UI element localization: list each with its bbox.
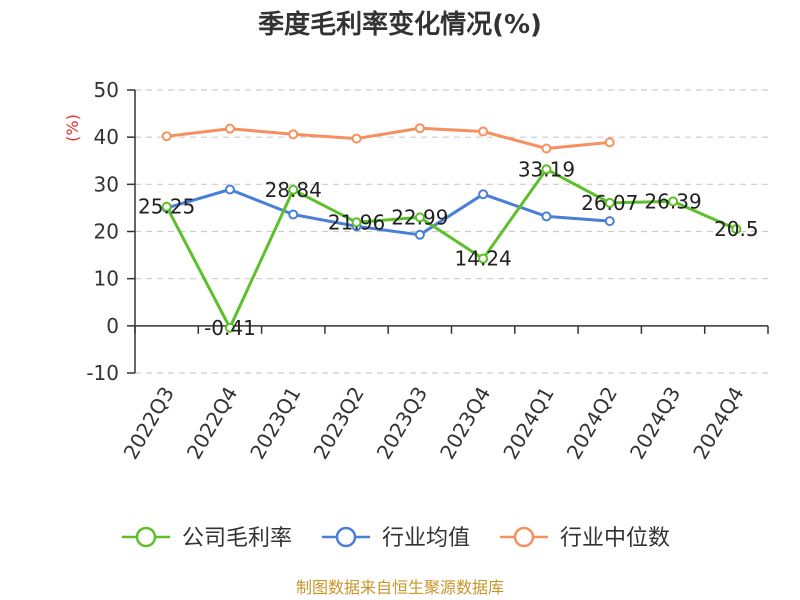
data-point	[414, 212, 425, 223]
x-tick-label: 2024Q1	[498, 383, 558, 464]
x-tick-label: 2023Q4	[435, 383, 495, 464]
data-point	[478, 189, 489, 200]
legend-swatch-marker	[513, 526, 535, 548]
legend-swatch-marker	[135, 526, 157, 548]
series-line	[166, 188, 610, 237]
x-tick-label: 2024Q3	[625, 383, 685, 464]
legend-label: 行业均值	[382, 526, 470, 551]
x-tick-label: 2024Q2	[562, 383, 622, 464]
data-label: 14.24	[455, 247, 512, 271]
data-label: 26.07	[581, 191, 638, 215]
series-layer	[161, 123, 742, 333]
x-tick-label: 2022Q3	[119, 383, 179, 464]
data-point	[224, 184, 235, 195]
chart-title: 季度毛利率变化情况(%)	[258, 9, 542, 40]
y-axis-label: (%)	[63, 114, 82, 142]
data-label: 21.96	[328, 210, 385, 234]
x-tick-label: 2022Q4	[182, 383, 242, 464]
data-label: 26.39	[644, 189, 701, 213]
series-line	[165, 167, 738, 330]
x-tick-label: 2023Q1	[245, 383, 305, 464]
data-label: -0.41	[204, 316, 256, 340]
x-tick-label: 2023Q3	[372, 383, 432, 464]
data-point	[288, 129, 299, 140]
data-point	[414, 123, 425, 134]
legend-item[interactable]: 行业中位数	[500, 526, 670, 551]
legend-label: 行业中位数	[560, 526, 670, 551]
data-point	[351, 133, 362, 144]
data-point	[224, 123, 235, 134]
y-tick-label: 40	[94, 125, 119, 149]
data-point	[541, 211, 552, 222]
y-tick-label: 20	[94, 220, 119, 244]
data-point	[668, 196, 679, 207]
y-tick-label: 0	[106, 314, 119, 338]
data-point	[604, 137, 615, 148]
x-tick-label: 2023Q2	[308, 383, 368, 464]
data-point	[541, 143, 552, 154]
y-tick-label: 50	[94, 78, 119, 102]
x-tick-label: 2024Q4	[688, 383, 748, 464]
legend-label: 公司毛利率	[182, 526, 292, 551]
legend-item[interactable]: 行业均值	[322, 526, 470, 551]
data-point	[414, 229, 425, 240]
data-point	[161, 201, 172, 212]
data-label: 20.5	[714, 217, 759, 241]
data-point	[288, 184, 299, 195]
source-text: 制图数据来自恒生聚源数据库	[296, 578, 504, 597]
series-line	[166, 126, 610, 150]
data-label: 33.19	[518, 157, 575, 181]
data-point	[478, 253, 489, 264]
data-point	[351, 217, 362, 228]
data-label: 25.25	[138, 195, 195, 219]
legend-swatch-marker	[335, 526, 357, 548]
data-point	[541, 164, 552, 175]
y-tick-label: 10	[94, 267, 119, 291]
y-tick-label: 30	[94, 172, 119, 196]
data-point	[224, 322, 235, 333]
data-label: 22.99	[391, 205, 448, 229]
y-tick-label: -10	[86, 361, 119, 385]
data-point	[478, 126, 489, 137]
legend-item[interactable]: 公司毛利率	[122, 526, 292, 551]
data-label: 28.84	[265, 178, 322, 202]
data-point	[731, 224, 742, 235]
data-point	[161, 131, 172, 142]
data-point	[288, 209, 299, 220]
data-point	[604, 197, 615, 208]
data-point	[604, 216, 615, 227]
legend[interactable]: 公司毛利率 行业均值 行业中位数	[122, 526, 670, 551]
